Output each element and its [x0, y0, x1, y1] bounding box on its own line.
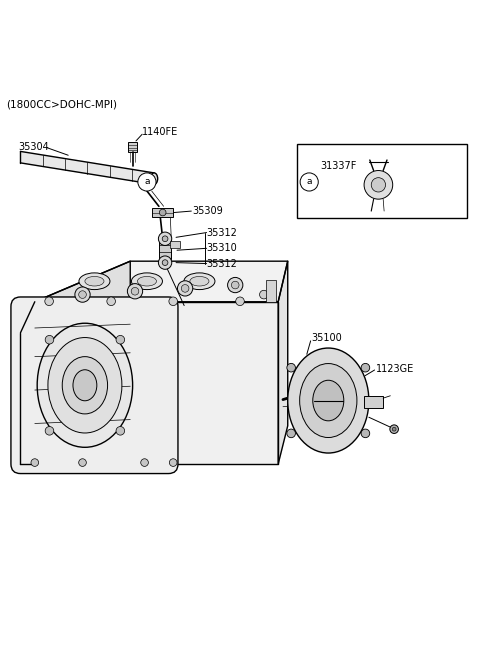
- Bar: [364, 396, 383, 407]
- Circle shape: [162, 236, 168, 241]
- Ellipse shape: [79, 273, 110, 289]
- Text: 35304: 35304: [18, 142, 49, 152]
- Polygon shape: [21, 152, 154, 184]
- Text: (1800CC>DOHC-MPI): (1800CC>DOHC-MPI): [6, 100, 117, 110]
- Circle shape: [392, 427, 396, 431]
- Circle shape: [287, 429, 296, 438]
- Circle shape: [364, 171, 393, 199]
- Ellipse shape: [62, 357, 108, 414]
- Circle shape: [361, 363, 370, 372]
- Text: 31337F: 31337F: [320, 161, 357, 171]
- Bar: [266, 280, 276, 302]
- Text: 1123GE: 1123GE: [376, 363, 414, 373]
- Circle shape: [162, 260, 168, 266]
- Circle shape: [169, 459, 177, 466]
- Bar: [152, 208, 173, 217]
- Circle shape: [116, 335, 125, 344]
- Text: a: a: [144, 178, 150, 186]
- Ellipse shape: [313, 380, 344, 420]
- Circle shape: [45, 426, 54, 435]
- Circle shape: [287, 363, 296, 372]
- Ellipse shape: [288, 348, 369, 453]
- Ellipse shape: [85, 276, 104, 286]
- Text: 1140FE: 1140FE: [142, 127, 179, 137]
- Circle shape: [141, 459, 148, 466]
- FancyBboxPatch shape: [11, 297, 178, 474]
- Circle shape: [169, 297, 178, 306]
- Circle shape: [158, 256, 172, 270]
- Circle shape: [361, 429, 370, 438]
- Polygon shape: [35, 261, 130, 464]
- Bar: [159, 239, 171, 259]
- Ellipse shape: [190, 276, 209, 286]
- Circle shape: [371, 178, 385, 192]
- Circle shape: [231, 281, 239, 289]
- Circle shape: [79, 459, 86, 466]
- Circle shape: [390, 425, 398, 434]
- Ellipse shape: [184, 273, 215, 289]
- Bar: [128, 142, 137, 152]
- Circle shape: [300, 173, 318, 191]
- Text: 35309: 35309: [192, 206, 223, 216]
- Circle shape: [228, 277, 243, 293]
- Circle shape: [181, 285, 189, 292]
- Circle shape: [178, 281, 193, 296]
- Text: 35312: 35312: [206, 258, 238, 268]
- Text: 35100: 35100: [312, 333, 342, 344]
- Circle shape: [127, 283, 143, 299]
- Circle shape: [79, 291, 86, 298]
- Circle shape: [75, 287, 90, 302]
- Polygon shape: [278, 261, 288, 464]
- Text: a: a: [306, 178, 312, 186]
- Circle shape: [107, 297, 116, 306]
- Bar: [302, 365, 355, 436]
- Ellipse shape: [151, 173, 157, 184]
- Ellipse shape: [132, 273, 162, 289]
- Circle shape: [236, 297, 244, 306]
- Circle shape: [116, 426, 125, 435]
- Ellipse shape: [300, 363, 357, 438]
- Bar: [297, 144, 467, 218]
- Circle shape: [158, 232, 172, 245]
- Circle shape: [45, 335, 54, 344]
- Polygon shape: [35, 302, 278, 464]
- Circle shape: [260, 291, 268, 299]
- Text: 35310: 35310: [206, 243, 237, 253]
- Ellipse shape: [73, 370, 97, 401]
- Text: 35312: 35312: [206, 228, 238, 237]
- Circle shape: [31, 459, 38, 466]
- Ellipse shape: [48, 338, 122, 433]
- Circle shape: [131, 287, 139, 295]
- Circle shape: [159, 209, 166, 216]
- Ellipse shape: [37, 323, 132, 447]
- Ellipse shape: [137, 276, 156, 286]
- Polygon shape: [35, 261, 288, 302]
- Circle shape: [138, 173, 156, 191]
- Circle shape: [45, 297, 53, 306]
- Bar: [170, 241, 180, 249]
